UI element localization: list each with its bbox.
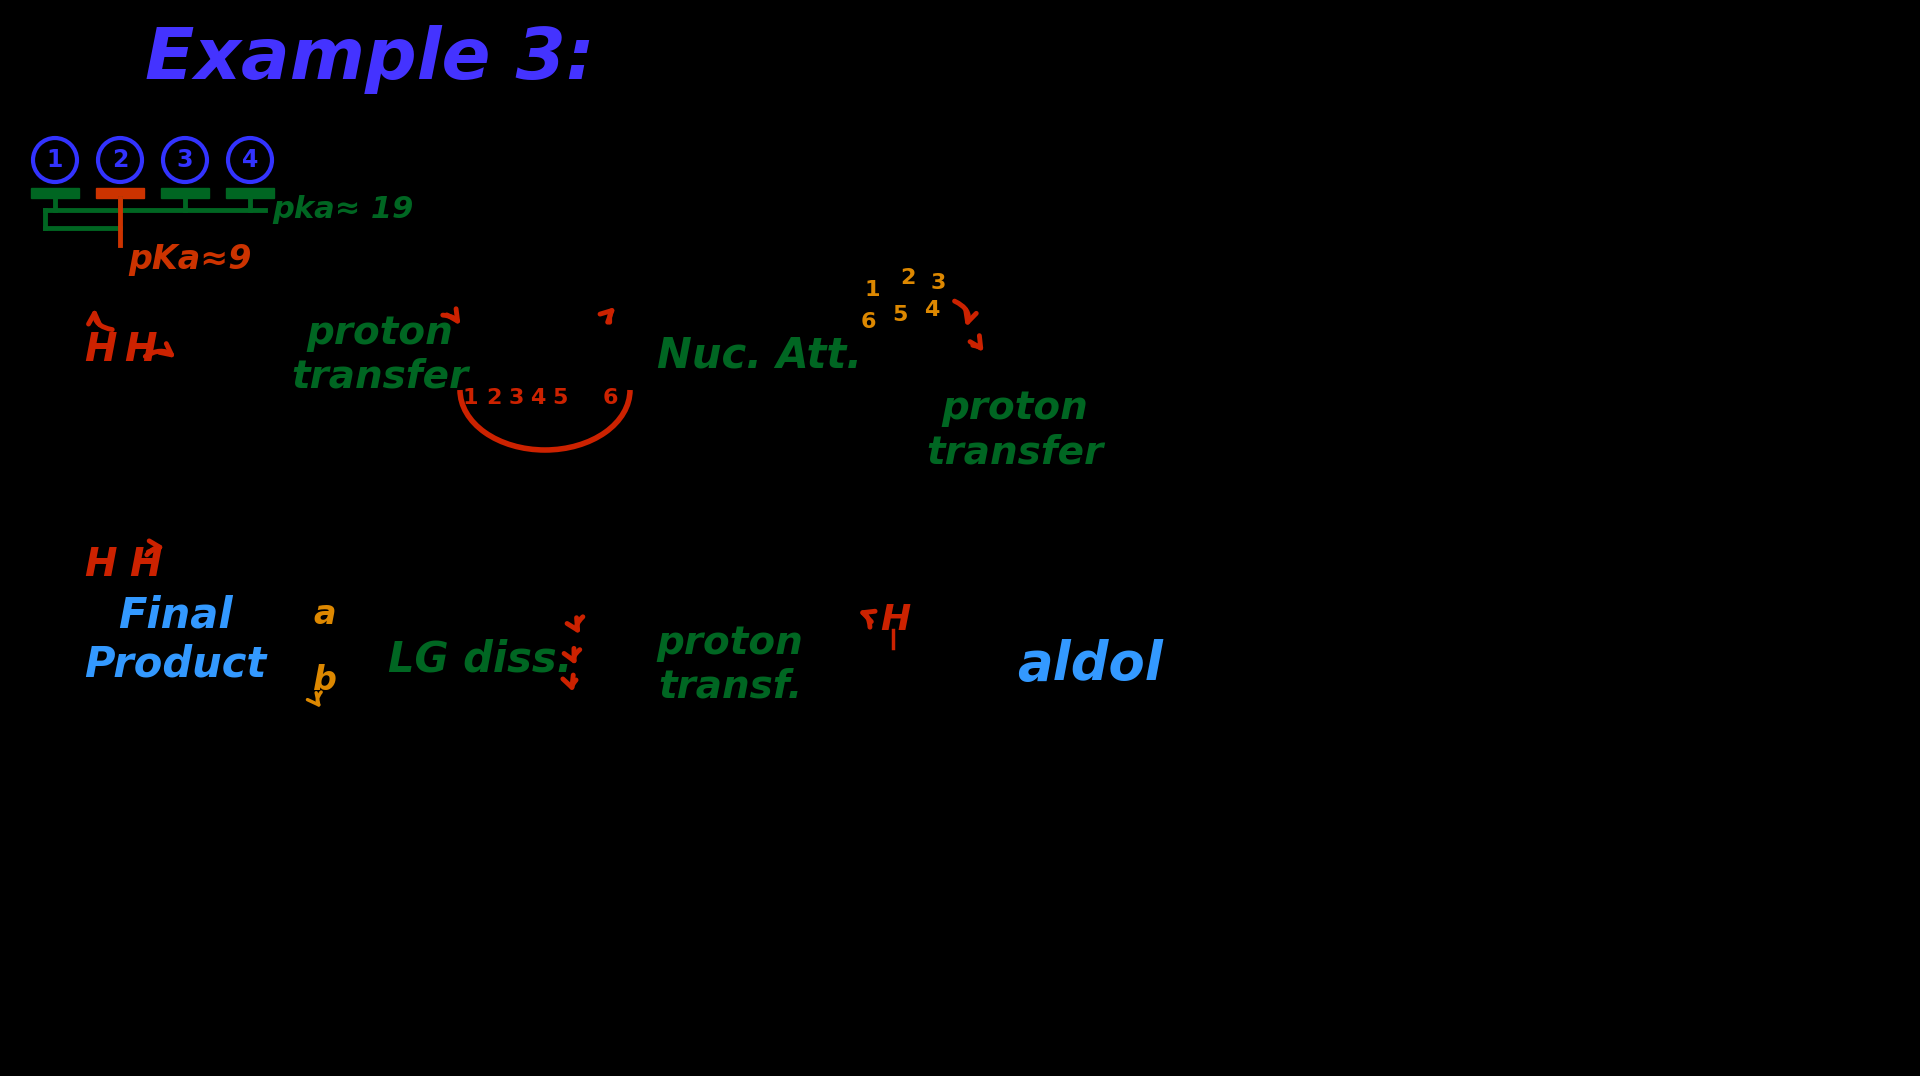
Text: Final
Product: Final Product — [84, 595, 267, 685]
Text: 4: 4 — [242, 148, 257, 172]
Text: LG diss.: LG diss. — [388, 639, 572, 681]
Text: 2: 2 — [111, 148, 129, 172]
Text: 6: 6 — [860, 312, 876, 332]
Text: a: a — [313, 598, 336, 632]
Text: H: H — [129, 546, 161, 584]
Text: 2: 2 — [900, 268, 916, 288]
Bar — [31, 188, 79, 198]
Text: 1: 1 — [864, 280, 879, 300]
Text: proton
transfer: proton transfer — [292, 314, 468, 396]
Text: Nuc. Att.: Nuc. Att. — [657, 334, 862, 376]
Text: pKa≈9: pKa≈9 — [129, 243, 252, 277]
Bar — [227, 188, 275, 198]
Text: 4: 4 — [530, 388, 545, 408]
Text: 4: 4 — [924, 300, 939, 320]
Text: 6: 6 — [603, 388, 618, 408]
Text: b: b — [313, 664, 336, 696]
Text: 3: 3 — [509, 388, 524, 408]
Text: 2: 2 — [486, 388, 501, 408]
Bar — [96, 188, 144, 198]
Text: aldol: aldol — [1018, 639, 1164, 691]
Text: proton
transf.: proton transf. — [657, 624, 803, 706]
Text: 3: 3 — [177, 148, 194, 172]
Text: H: H — [123, 331, 156, 369]
Text: H: H — [879, 603, 910, 637]
Text: H: H — [84, 331, 117, 369]
Text: H: H — [84, 546, 117, 584]
Text: Example 3:: Example 3: — [146, 26, 595, 95]
Text: proton
transfer: proton transfer — [927, 390, 1104, 471]
Text: 3: 3 — [931, 273, 947, 293]
Text: 1: 1 — [46, 148, 63, 172]
Text: 1: 1 — [463, 388, 478, 408]
Bar — [161, 188, 209, 198]
Text: 5: 5 — [553, 388, 568, 408]
Text: pka≈ 19: pka≈ 19 — [273, 196, 413, 225]
Text: 5: 5 — [893, 305, 908, 325]
